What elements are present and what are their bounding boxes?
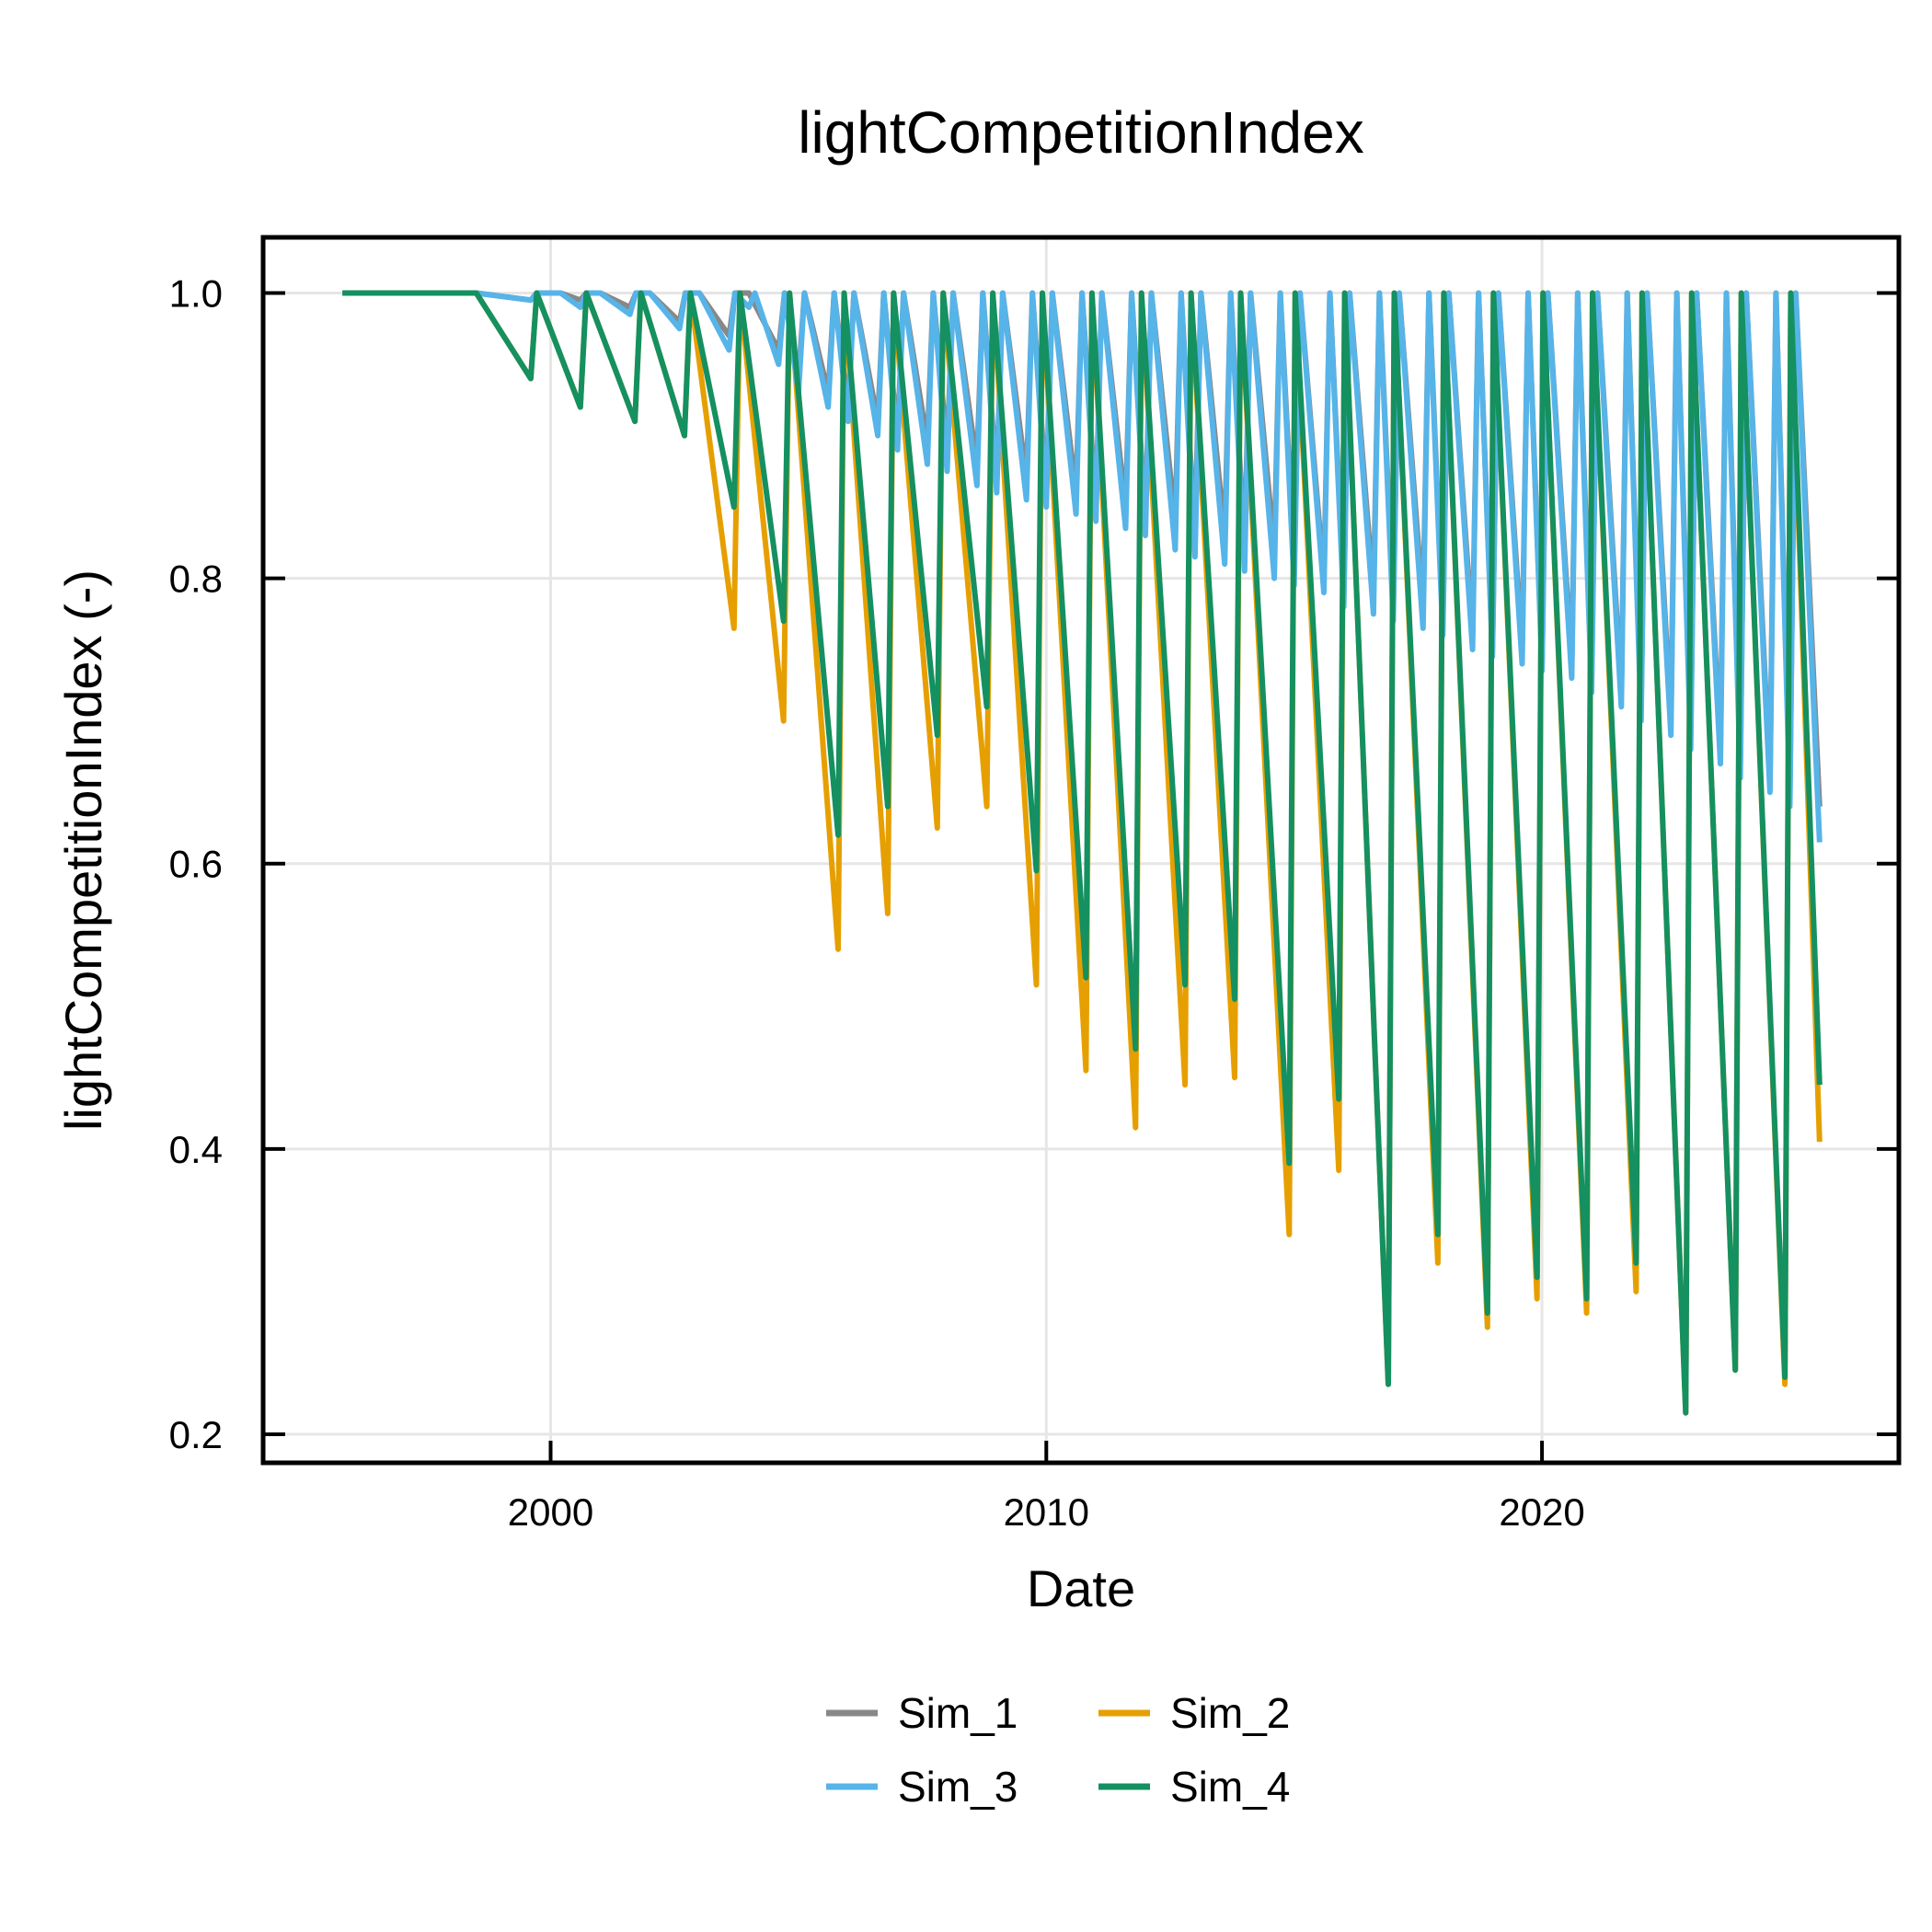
x-tick-label: 2020 bbox=[1499, 1490, 1584, 1534]
legend-label: Sim_4 bbox=[1170, 1763, 1290, 1811]
axis-ticks: 0.2 0.4 0.6 0.8 1.0 2000 2010 2020 bbox=[169, 271, 1899, 1534]
legend-label: Sim_3 bbox=[898, 1763, 1018, 1811]
x-tick-label: 2000 bbox=[508, 1490, 593, 1534]
y-tick-label: 0.6 bbox=[169, 843, 223, 886]
y-axis-label: lightCompetitionIndex (-) bbox=[54, 569, 112, 1131]
series-line-4 bbox=[342, 290, 1823, 1416]
series-line-3 bbox=[342, 290, 1823, 843]
plot-lines bbox=[342, 290, 1823, 1416]
legend: Sim_1 Sim_2 Sim_3 Sim_4 bbox=[826, 1689, 1290, 1811]
x-tick-label: 2010 bbox=[1004, 1490, 1089, 1534]
chart-title: lightCompetitionIndex bbox=[798, 99, 1363, 166]
y-tick-label: 0.2 bbox=[169, 1413, 223, 1456]
legend-label: Sim_1 bbox=[898, 1689, 1018, 1737]
y-tick-label: 0.4 bbox=[169, 1128, 223, 1171]
y-tick-label: 0.8 bbox=[169, 558, 223, 601]
y-tick-label: 1.0 bbox=[169, 271, 223, 315]
x-axis-label: Date bbox=[1027, 1559, 1135, 1617]
plot-frame bbox=[260, 235, 1902, 1466]
legend-label: Sim_2 bbox=[1170, 1689, 1290, 1737]
